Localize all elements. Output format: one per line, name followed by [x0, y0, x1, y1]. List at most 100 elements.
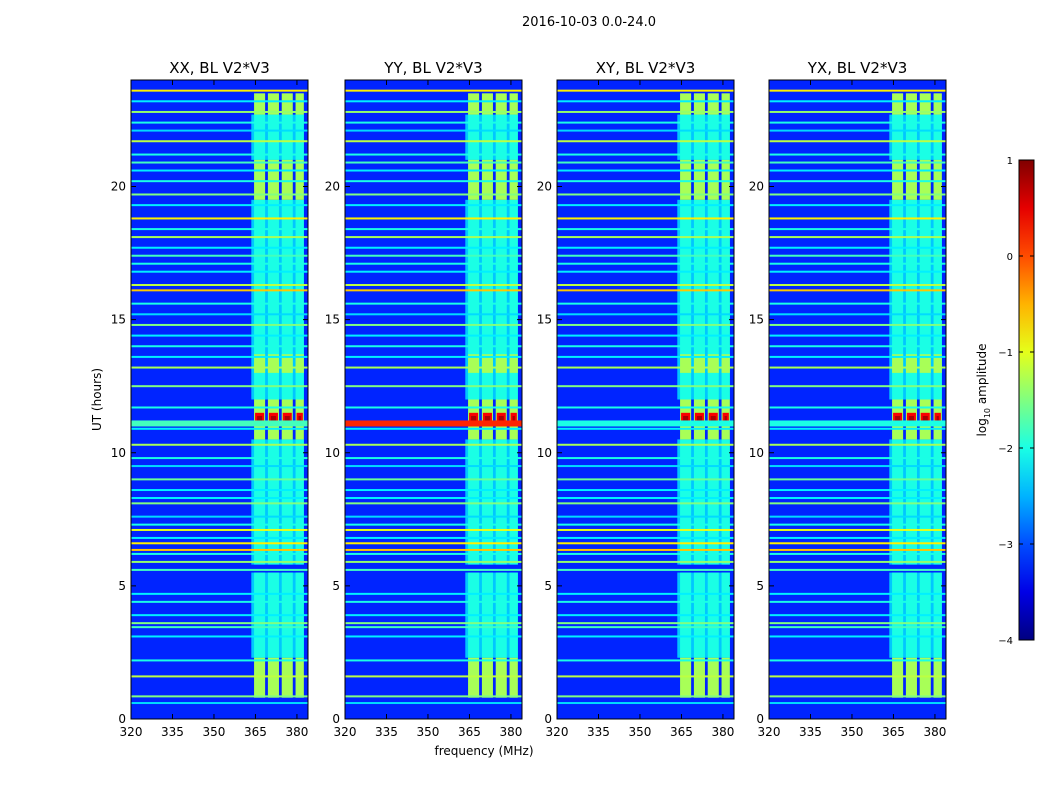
rfi-column — [495, 114, 507, 160]
strong-rfi-line — [557, 420, 734, 427]
rfi-line — [769, 542, 946, 545]
rfi-line — [131, 355, 308, 358]
rfi-hot-core — [696, 416, 702, 423]
strong-rfi-line — [769, 420, 946, 427]
rfi-line — [769, 89, 946, 92]
y-tick-label: 15 — [537, 313, 552, 327]
rfi-line — [769, 236, 946, 239]
rfi-block-on — [267, 93, 279, 115]
rfi-column — [481, 439, 493, 565]
rfi-line — [345, 502, 522, 505]
rfi-line — [345, 457, 522, 460]
rfi-line — [769, 568, 946, 571]
rfi-line — [557, 515, 734, 518]
rfi-line — [557, 560, 734, 563]
rfi-hot-core — [683, 416, 689, 423]
rfi-line — [345, 334, 522, 337]
rfi-column — [721, 439, 730, 565]
rfi-line — [131, 552, 308, 555]
x-axis-label: frequency (MHz) — [434, 744, 533, 758]
rfi-column — [892, 114, 904, 160]
panel-image — [131, 80, 308, 719]
rfi-line — [131, 89, 308, 92]
rfi-block-on — [468, 159, 480, 200]
rfi-line — [557, 675, 734, 678]
colorbar-tick-label: 0 — [1007, 252, 1013, 263]
rfi-line — [557, 228, 734, 231]
rfi-line — [131, 345, 308, 348]
rfi-column — [933, 439, 942, 565]
rfi-line — [345, 217, 522, 220]
rfi-block-on — [267, 354, 279, 373]
rfi-line — [557, 323, 734, 326]
rfi-line — [131, 204, 308, 207]
rfi-line — [557, 129, 734, 132]
rfi-line — [345, 478, 522, 481]
y-tick-label: 20 — [749, 180, 764, 194]
rfi-line — [345, 153, 522, 156]
rfi-hot-core — [908, 416, 914, 423]
rfi-line — [557, 502, 734, 505]
rfi-block-on — [721, 657, 730, 698]
rfi-block-on — [509, 657, 518, 698]
rfi-line — [345, 675, 522, 678]
rfi-block-on — [892, 159, 904, 200]
rfi-column — [495, 439, 507, 565]
x-tick-label: 365 — [670, 725, 693, 739]
rfi-line — [131, 334, 308, 337]
rfi-line — [557, 489, 734, 492]
rfi-line — [557, 542, 734, 545]
panel-title: YX, BL V2*V3 — [807, 59, 908, 77]
rfi-column — [254, 114, 266, 160]
x-tick-label: 380 — [923, 725, 946, 739]
rfi-line — [557, 478, 734, 481]
rfi-line — [345, 284, 522, 287]
rfi-column — [295, 199, 304, 400]
rfi-line — [131, 217, 308, 220]
rfi-line — [131, 457, 308, 460]
strong-rfi-line — [131, 420, 308, 427]
rfi-hot-core — [724, 416, 727, 423]
rfi-line — [345, 427, 522, 430]
rfi-column — [707, 439, 719, 565]
rfi-line — [131, 695, 308, 698]
rfi-line — [131, 560, 308, 563]
rfi-line — [345, 560, 522, 563]
x-tick-label: 320 — [120, 725, 143, 739]
rfi-line — [131, 228, 308, 231]
rfi-line — [345, 406, 522, 409]
rfi-line — [769, 478, 946, 481]
rfi-line — [345, 523, 522, 526]
rfi-column — [267, 439, 279, 565]
rfi-block-on — [919, 657, 931, 698]
rfi-hot-core — [710, 416, 716, 423]
rfi-line — [131, 478, 308, 481]
rfi-line — [345, 204, 522, 207]
rfi-column — [481, 114, 493, 160]
rfi-line — [769, 153, 946, 156]
rfi-line — [769, 443, 946, 446]
rfi-line — [131, 568, 308, 571]
rfi-line — [345, 246, 522, 249]
rfi-line — [557, 443, 734, 446]
rfi-line — [345, 228, 522, 231]
rfi-block-on — [721, 93, 730, 115]
rfi-column — [933, 199, 942, 400]
rfi-line — [769, 302, 946, 305]
rfi-line — [769, 497, 946, 500]
rfi-line — [131, 246, 308, 249]
rfi-column — [680, 114, 692, 160]
rfi-hot-core — [922, 416, 928, 423]
rfi-line — [345, 489, 522, 492]
rfi-block-on — [721, 159, 730, 200]
colorbar-tick-label: −4 — [998, 636, 1013, 647]
rfi-line — [131, 523, 308, 526]
rfi-line — [131, 169, 308, 172]
rfi-line — [769, 289, 946, 292]
rfi-hot-core — [484, 416, 490, 423]
rfi-line — [557, 121, 734, 124]
rfi-line — [345, 552, 522, 555]
rfi-line — [345, 626, 522, 629]
rfi-line — [769, 592, 946, 595]
rfi-line — [557, 497, 734, 500]
